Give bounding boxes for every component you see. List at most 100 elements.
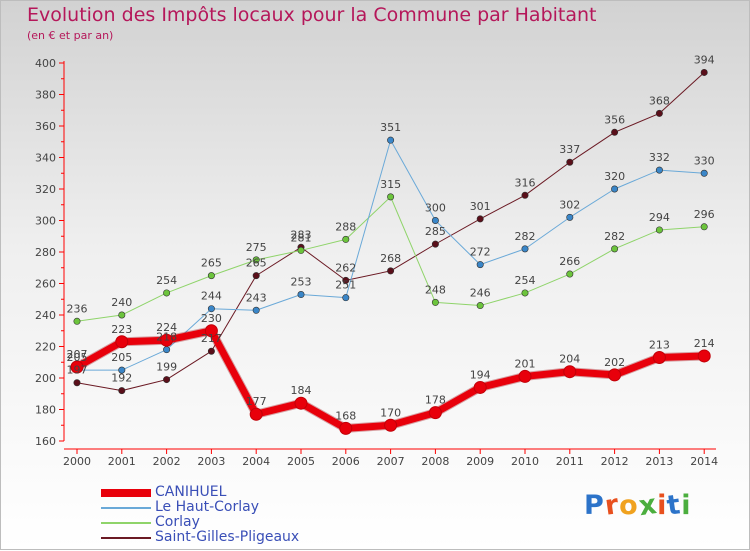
data-label-saint-gilles-pligeaux: 356 [604,113,625,126]
y-tick-label: 160 [35,435,56,448]
data-label-canihuel: 214 [694,337,715,350]
x-tick-label: 2011 [556,455,584,468]
data-label-le-haut-corlay: 243 [246,291,267,304]
data-point-saint-gilles-pligeaux [611,128,619,136]
data-point-canihuel [339,421,353,435]
data-point-saint-gilles-pligeaux [252,272,260,280]
data-point-le-haut-corlay [387,136,395,144]
data-point-saint-gilles-pligeaux [387,267,395,275]
data-label-canihuel: 202 [604,356,625,369]
data-point-saint-gilles-pligeaux [700,68,708,76]
data-point-le-haut-corlay [163,346,171,354]
data-label-saint-gilles-pligeaux: 192 [111,372,132,385]
data-point-corlay [342,235,350,243]
data-point-le-haut-corlay [655,166,663,174]
data-point-le-haut-corlay [252,306,260,314]
data-point-corlay [611,245,619,253]
legend-item-le-haut-corlay: Le Haut-Corlay [101,499,401,515]
data-label-canihuel: 168 [335,409,356,422]
data-label-canihuel: 178 [425,394,446,407]
data-point-saint-gilles-pligeaux [207,347,215,355]
data-label-saint-gilles-pligeaux: 337 [559,143,580,156]
logo-letter: i [681,490,692,521]
data-label-corlay: 296 [694,208,715,221]
data-point-corlay [297,246,305,254]
data-label-le-haut-corlay: 282 [515,230,536,243]
data-point-saint-gilles-pligeaux [342,276,350,284]
legend-label-canihuel: CANIHUEL [155,484,227,500]
legend-swatch-canihuel [101,489,151,497]
data-point-corlay [566,270,574,278]
data-label-canihuel: 223 [111,323,132,336]
data-label-canihuel: 224 [156,321,177,334]
data-label-corlay: 315 [380,178,401,191]
data-label-le-haut-corlay: 332 [649,151,670,164]
data-label-le-haut-corlay: 253 [291,276,312,289]
data-point-saint-gilles-pligeaux [431,240,439,248]
legend-swatch-corlay [101,522,151,524]
data-point-corlay [163,289,171,297]
legend-swatch-saint-gilles-pligeaux [101,537,151,539]
data-point-saint-gilles-pligeaux [73,379,81,387]
y-tick-label: 220 [35,341,56,354]
data-label-le-haut-corlay: 330 [694,154,715,167]
data-point-le-haut-corlay [297,291,305,299]
data-label-le-haut-corlay: 251 [335,279,356,292]
legend-label-le-haut-corlay: Le Haut-Corlay [155,499,259,515]
data-point-corlay [521,289,529,297]
data-label-canihuel: 207 [67,348,88,361]
data-label-saint-gilles-pligeaux: 394 [694,53,715,66]
data-label-corlay: 281 [291,231,312,244]
y-tick-label: 400 [35,57,56,70]
data-label-saint-gilles-pligeaux: 217 [201,332,222,345]
legend-item-corlay: Corlay [101,514,401,530]
data-label-le-haut-corlay: 205 [67,351,88,364]
x-tick-label: 2013 [645,455,673,468]
chart-subtitle: (en € et par an) [27,29,114,42]
logo-letter: o [619,490,639,521]
y-tick-label: 320 [35,183,56,196]
x-tick-label: 2008 [421,455,449,468]
data-label-le-haut-corlay: 300 [425,202,446,215]
x-tick-label: 2001 [108,455,136,468]
data-label-saint-gilles-pligeaux: 197 [67,364,88,377]
y-tick-label: 280 [35,246,56,259]
data-point-le-haut-corlay [521,245,529,253]
x-tick-label: 2009 [466,455,494,468]
data-point-canihuel [652,351,666,365]
data-point-canihuel [160,333,174,347]
x-tick-label: 2014 [690,455,718,468]
data-label-corlay: 236 [67,302,88,315]
x-tick-label: 2012 [601,455,629,468]
data-point-canihuel [115,335,129,349]
x-tick-label: 2006 [332,455,360,468]
data-point-corlay [118,311,126,319]
legend-label-saint-gilles-pligeaux: Saint-Gilles-Pligeaux [155,529,300,545]
data-label-corlay: 265 [201,257,222,270]
data-point-saint-gilles-pligeaux [566,158,574,166]
data-point-corlay [655,226,663,234]
data-point-le-haut-corlay [566,213,574,221]
y-tick-label: 300 [35,215,56,228]
data-label-corlay: 254 [156,274,177,287]
data-label-saint-gilles-pligeaux: 283 [291,228,312,241]
data-label-corlay: 288 [335,220,356,233]
data-point-corlay [252,256,260,264]
logo-letter: i [657,490,668,521]
data-point-canihuel [697,349,711,363]
data-label-canihuel: 201 [515,357,536,370]
y-tick-label: 340 [35,152,56,165]
data-label-saint-gilles-pligeaux: 268 [380,252,401,265]
data-point-saint-gilles-pligeaux [655,109,663,117]
data-point-le-haut-corlay [118,366,126,374]
data-label-canihuel: 213 [649,339,670,352]
y-tick-label: 360 [35,120,56,133]
data-point-saint-gilles-pligeaux [118,387,126,395]
data-label-le-haut-corlay: 351 [380,121,401,134]
data-point-canihuel [70,360,84,374]
y-tick-label: 200 [35,372,56,385]
legend-label-corlay: Corlay [155,514,200,530]
data-point-saint-gilles-pligeaux [163,376,171,384]
data-label-le-haut-corlay: 302 [559,198,580,211]
